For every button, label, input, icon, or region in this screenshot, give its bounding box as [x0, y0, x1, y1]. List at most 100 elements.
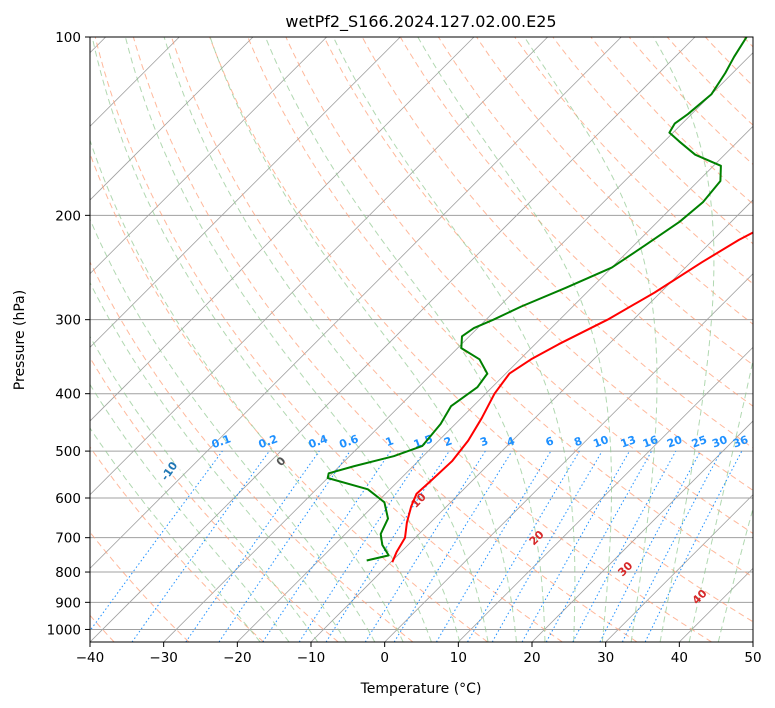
dry-adiabat-label: -30 — [0, 375, 7, 399]
isotherm-line — [605, 494, 753, 642]
dry-adiabat-line — [629, 37, 753, 166]
mixing-ratio-line — [572, 450, 677, 642]
dry-adiabat-line — [590, 37, 753, 205]
isotherm-line — [90, 37, 622, 569]
mixing-ratio-label: 10 — [591, 433, 610, 451]
dry-adiabat-label-bg — [157, 463, 180, 476]
mixing-ratio-line — [325, 450, 450, 642]
mixing-ratio-line — [298, 450, 425, 642]
dry-adiabat-line — [361, 37, 753, 449]
y-tick-label: 600 — [55, 491, 81, 507]
x-tick-label: 50 — [744, 650, 761, 666]
y-tick-label: 400 — [55, 387, 81, 403]
isotherm-line — [752, 641, 753, 642]
mixing-ratio-label: 3 — [478, 434, 490, 449]
moist-adiabat-line — [417, 37, 612, 642]
moist-adiabat-line — [90, 335, 319, 642]
mixing-ratio-line — [599, 450, 701, 642]
moist-adiabat-line — [90, 281, 347, 642]
dry-adiabat-line — [171, 37, 712, 642]
x-tick-label: −30 — [149, 650, 178, 666]
mixing-ratio-line — [218, 450, 351, 642]
mixing-ratio-label: 0.4 — [307, 432, 330, 451]
dry-adiabat-line — [705, 37, 753, 87]
moist-adiabat-label: 30 — [615, 559, 635, 579]
dry-adiabat-line — [133, 37, 638, 642]
isotherm-line — [90, 37, 401, 348]
x-tick-label: 40 — [671, 650, 688, 666]
mixing-ratio-label: 0.6 — [338, 432, 361, 451]
plot-area: 0.10.20.40.611.52346810131620253036-100-… — [0, 37, 753, 642]
x-tick-label: 10 — [450, 650, 467, 666]
moist-adiabat-line — [652, 37, 715, 642]
dry-adiabat-line — [94, 37, 563, 642]
y-tick-label: 100 — [55, 30, 81, 46]
isotherm-line — [90, 37, 696, 642]
isotherm-line — [163, 52, 753, 642]
y-tick-label: 200 — [55, 208, 81, 224]
dry-adiabat-label-bg — [65, 420, 87, 432]
moist-adiabat-line — [90, 218, 376, 642]
y-axis: 100 200 300 400 500 600 700 800 900 1000 — [47, 30, 90, 638]
x-tick-label: −20 — [223, 650, 252, 666]
moist-adiabat-line — [523, 37, 658, 642]
dry-adiabat-line — [323, 37, 753, 492]
moist-adiabat-label: 0 — [274, 454, 289, 469]
mixing-ratio-label: 6 — [544, 434, 556, 449]
y-tick-label: 500 — [55, 444, 81, 460]
moist-adiabat-label: 20 — [527, 528, 547, 548]
mixing-ratio-label: 4 — [505, 434, 517, 449]
moist-adiabat-line — [688, 357, 753, 642]
mixing-ratio-line — [521, 450, 630, 642]
dry-adiabat-line — [667, 37, 753, 126]
x-tick-label: 0 — [380, 650, 389, 666]
mixing-ratio-line — [644, 450, 743, 642]
y-axis-label: Pressure (hPa) — [12, 290, 28, 390]
mixing-ratio-label: 16 — [641, 433, 660, 451]
dry-adiabat-line — [476, 37, 753, 325]
isotherm-line — [90, 37, 475, 422]
dry-adiabat-line — [90, 531, 190, 642]
x-tick-label: −40 — [76, 650, 105, 666]
mixing-ratio-line — [131, 450, 270, 642]
moist-adiabat-line — [90, 427, 261, 642]
mixing-ratio-label: 30 — [710, 433, 729, 451]
isotherm-line — [679, 567, 753, 642]
y-tick-label: 1000 — [47, 622, 81, 638]
moist-adiabat-line — [91, 37, 432, 642]
moist-adiabat-line — [90, 138, 404, 642]
dry-adiabat-line — [514, 37, 753, 285]
dry-adiabat-label-bg — [0, 380, 7, 392]
mixing-ratio-label: 20 — [665, 433, 684, 451]
x-tick-label: 20 — [523, 650, 540, 666]
moist-adiabat-line — [163, 37, 489, 642]
isotherm-line — [237, 125, 753, 642]
dry-adiabat-line — [90, 152, 488, 642]
mixing-ratio-label: 8 — [572, 434, 584, 449]
dry-adiabat-line — [743, 37, 753, 48]
mixing-ratio-line — [545, 450, 653, 642]
mixing-ratio-line — [393, 450, 513, 642]
mixing-ratio-line — [185, 450, 320, 642]
x-tick-label: 30 — [597, 650, 614, 666]
x-tick-label: −10 — [297, 650, 326, 666]
dry-adiabat-label: -10 — [158, 459, 180, 483]
isotherm-line — [310, 199, 753, 642]
moist-adiabat-line — [264, 37, 546, 642]
isotherm-line — [90, 37, 254, 201]
mixing-ratio-label: 25 — [690, 433, 709, 450]
plot-frame — [89, 36, 754, 643]
dry-adiabat-line — [90, 260, 414, 642]
moist-adiabat-line — [209, 37, 517, 642]
dry-adiabat-line — [247, 37, 753, 578]
x-axis-label: Temperature (°C) — [360, 681, 482, 697]
mixing-ratio-label: 2 — [442, 434, 454, 449]
dewpoint-profile — [326, 37, 748, 562]
isotherm-line — [90, 37, 548, 496]
mixing-ratio-label: 0.2 — [257, 432, 280, 451]
y-tick-label: 700 — [55, 531, 81, 547]
mixing-ratio-label: 36 — [731, 433, 750, 451]
isotherm-line — [384, 273, 753, 642]
moist-adiabat-line — [332, 37, 576, 642]
